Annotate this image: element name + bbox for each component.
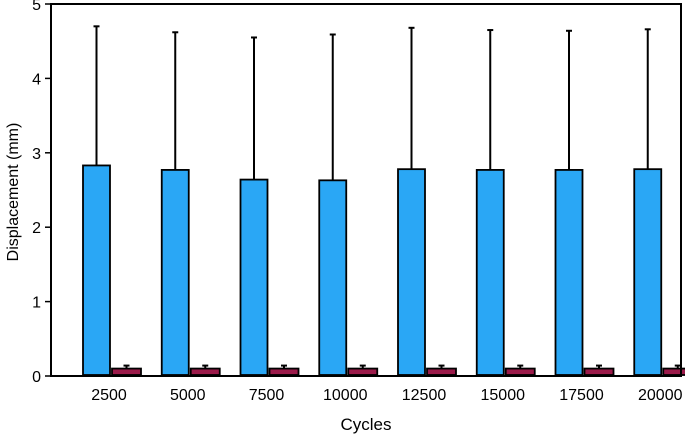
x-tick-label: 10000 xyxy=(323,387,368,404)
y-tick-label: 1 xyxy=(32,295,41,312)
bar xyxy=(82,164,111,376)
bar xyxy=(239,178,269,376)
bar xyxy=(426,367,457,376)
plot-frame xyxy=(50,3,682,377)
x-tick-label: 5000 xyxy=(170,387,206,404)
x-tick-label: 15000 xyxy=(481,387,526,404)
y-axis-label: Displacement (mm) xyxy=(5,123,22,262)
x-tick-label: 7500 xyxy=(249,387,285,404)
bar xyxy=(111,367,142,376)
bar xyxy=(583,367,615,376)
x-tick-label: 2500 xyxy=(91,387,127,404)
bar xyxy=(475,169,505,376)
y-tick-label: 2 xyxy=(32,220,41,237)
bar xyxy=(347,367,379,376)
bar xyxy=(397,168,426,376)
y-tick-label: 4 xyxy=(32,71,41,88)
bar xyxy=(633,168,663,376)
bar xyxy=(268,367,300,376)
y-tick-label: 5 xyxy=(32,0,41,14)
bar xyxy=(504,367,536,376)
x-tick-label: 17500 xyxy=(559,387,604,404)
y-tick-label: 3 xyxy=(32,146,41,163)
x-tick-label: 12500 xyxy=(402,387,447,404)
bar xyxy=(554,169,584,376)
x-axis: 2500 5000 7500 10000 12500 15000 17500 20000 xyxy=(91,387,682,404)
x-axis-label: Cycles xyxy=(340,415,391,434)
bar xyxy=(189,367,221,376)
bar xyxy=(160,169,190,376)
y-axis: 0 1 2 3 4 5 xyxy=(32,0,51,386)
x-tick-label: 20000 xyxy=(638,387,683,404)
bar xyxy=(318,179,348,376)
error-bars-layer xyxy=(93,25,681,369)
y-tick-label: 0 xyxy=(32,369,41,386)
bars-layer xyxy=(82,164,685,376)
